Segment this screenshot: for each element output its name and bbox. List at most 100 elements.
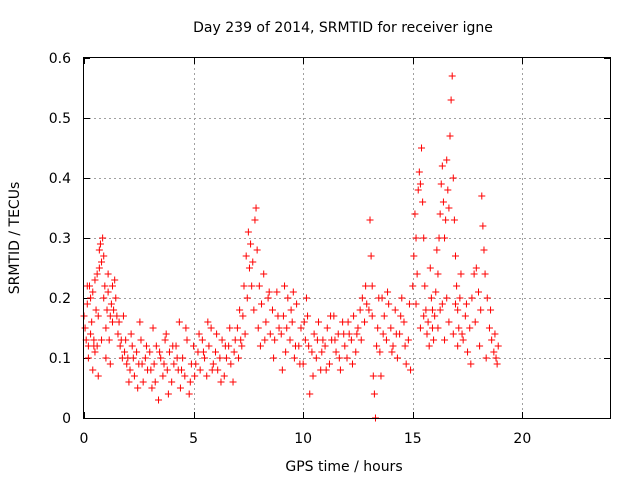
data-point-plus — [419, 198, 427, 206]
data-point-plus — [321, 342, 329, 350]
data-point-plus — [449, 174, 457, 182]
data-point-plus — [454, 342, 462, 350]
data-point-plus — [196, 366, 204, 374]
data-point-plus — [400, 318, 408, 326]
data-point-plus — [375, 294, 383, 302]
data-point-plus — [249, 258, 257, 266]
data-point-plus — [409, 282, 417, 290]
data-point-plus — [237, 336, 245, 344]
data-point-plus — [468, 294, 476, 302]
data-point-plus — [485, 324, 493, 332]
data-point-plus — [252, 204, 260, 212]
y-tick-label: 0.2 — [49, 291, 71, 307]
data-point-plus — [248, 282, 256, 290]
data-point-plus — [182, 324, 190, 332]
data-point-plus — [491, 330, 499, 338]
data-point-plus — [104, 270, 112, 278]
data-point-plus — [148, 384, 156, 392]
data-point-plus — [414, 186, 422, 194]
data-point-plus — [94, 312, 102, 320]
data-point-plus — [313, 336, 321, 344]
data-point-plus — [157, 354, 165, 362]
data-point-plus — [91, 348, 99, 356]
data-point-plus — [458, 330, 466, 338]
data-point-plus — [352, 348, 360, 356]
data-point-plus — [165, 348, 173, 356]
data-point-plus — [471, 318, 479, 326]
data-point-plus — [380, 312, 388, 320]
data-point-plus — [216, 354, 224, 362]
data-point-plus — [348, 360, 356, 368]
data-point-plus — [327, 312, 335, 320]
data-point-plus — [423, 330, 431, 338]
data-point-plus — [129, 354, 137, 362]
data-point-plus — [271, 336, 279, 344]
data-point-plus — [308, 348, 316, 356]
data-point-plus — [476, 342, 484, 350]
data-point-plus — [385, 300, 393, 308]
data-point-plus — [357, 336, 365, 344]
data-point-plus — [137, 336, 145, 344]
data-point-plus — [492, 354, 500, 362]
data-point-plus — [277, 330, 285, 338]
data-point-plus — [456, 294, 464, 302]
x-axis-label: GPS time / hours — [285, 459, 402, 475]
data-point-plus — [110, 306, 118, 314]
data-point-plus — [250, 306, 258, 314]
data-point-plus — [139, 378, 147, 386]
data-point-plus — [445, 204, 453, 212]
data-point-plus — [87, 294, 95, 302]
data-point-plus — [191, 372, 199, 380]
data-point-plus — [431, 312, 439, 320]
data-point-plus — [449, 330, 457, 338]
data-point-plus — [444, 186, 452, 194]
data-point-plus — [190, 342, 198, 350]
data-point-plus — [270, 354, 278, 362]
data-point-plus — [413, 270, 421, 278]
data-point-plus — [293, 300, 301, 308]
data-point-plus — [83, 300, 91, 308]
data-point-plus — [426, 264, 434, 272]
data-point-plus — [291, 342, 299, 350]
data-point-plus — [98, 258, 106, 266]
data-point-plus — [354, 324, 362, 332]
data-point-plus — [312, 354, 320, 362]
data-point-plus — [192, 360, 200, 368]
data-point-plus — [178, 366, 186, 374]
data-point-plus — [441, 234, 449, 242]
data-point-plus — [442, 216, 450, 224]
data-point-plus — [374, 324, 382, 332]
x-tick-labels: 0 5 10 15 20 — [80, 431, 532, 447]
data-point-plus — [487, 306, 495, 314]
data-point-plus — [254, 324, 262, 332]
chart-title: Day 239 of 2014, SRMTID for receiver ign… — [193, 20, 493, 36]
data-point-plus — [388, 348, 396, 356]
data-point-plus — [366, 216, 374, 224]
data-point-plus — [302, 294, 310, 302]
data-point-plus — [402, 360, 410, 368]
data-point-plus — [89, 366, 97, 374]
data-point-plus — [233, 324, 241, 332]
data-point-plus — [84, 354, 92, 362]
data-point-plus — [304, 312, 312, 320]
data-point-plus — [112, 294, 120, 302]
data-point-plus — [407, 366, 415, 374]
data-point-plus — [436, 210, 444, 218]
data-point-plus — [241, 330, 249, 338]
data-point-plus — [451, 300, 459, 308]
data-point-plus — [434, 270, 442, 278]
data-point-plus — [217, 378, 225, 386]
data-point-plus — [91, 276, 99, 284]
data-point-plus — [235, 354, 243, 362]
data-point-plus — [102, 354, 110, 362]
data-point-plus — [108, 282, 116, 290]
data-point-plus — [368, 282, 376, 290]
data-point-plus — [411, 210, 419, 218]
data-point-plus — [204, 318, 212, 326]
data-point-plus — [208, 366, 216, 374]
data-point-plus — [156, 348, 164, 356]
data-point-plus — [239, 312, 247, 320]
data-point-plus — [275, 324, 283, 332]
data-point-plus — [457, 270, 465, 278]
data-point-plus — [315, 318, 323, 326]
